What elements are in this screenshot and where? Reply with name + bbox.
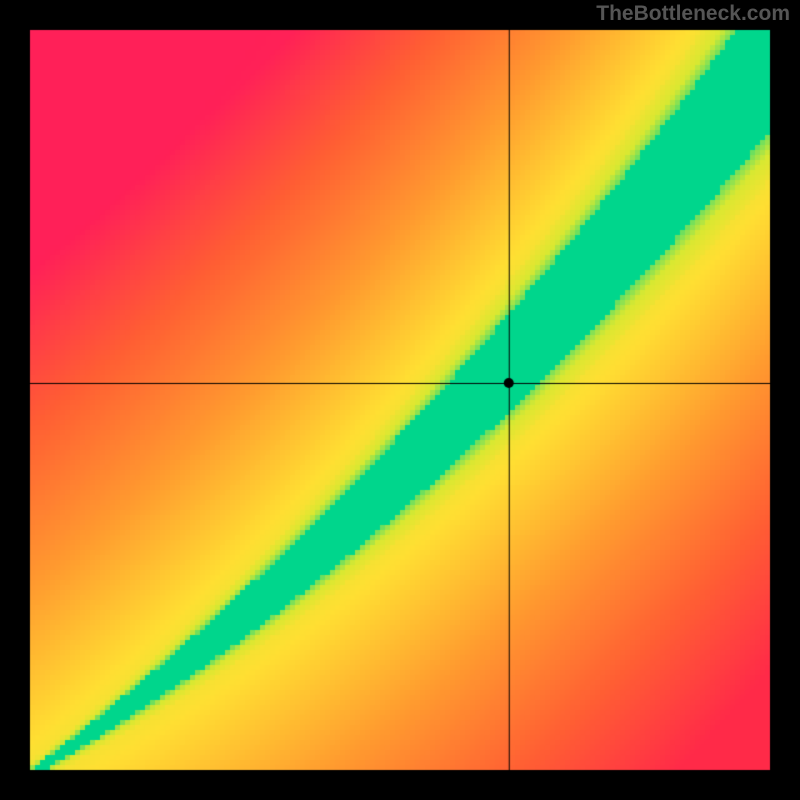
watermark-text: TheBottleneck.com <box>596 2 790 26</box>
bottleneck-heatmap <box>0 0 800 800</box>
chart-container: { "watermark": "TheBottleneck.com", "cha… <box>0 0 800 800</box>
